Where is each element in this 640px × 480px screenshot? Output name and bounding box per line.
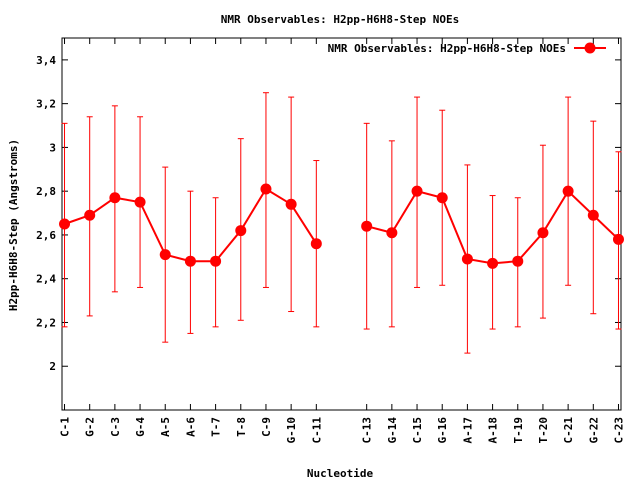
x-axis: C-1 G-2 C-3 G-4 A-5 A-6 T-7 T-8 C-9 G-10 C-11 C-13 G… <box>59 38 625 444</box>
data-point <box>235 225 247 237</box>
y-tick-label: 2,2 <box>36 316 56 329</box>
data-point <box>361 220 373 232</box>
y-tick-label: 3,4 <box>36 54 56 67</box>
x-tick-label: C-9 <box>260 417 273 437</box>
legend-marker <box>584 42 596 54</box>
x-tick-label: T-7 <box>210 417 223 437</box>
data-point <box>84 209 96 221</box>
data-point <box>134 196 146 208</box>
x-tick-label: G-14 <box>386 417 399 444</box>
data-point <box>436 192 448 204</box>
x-tick-label: C-3 <box>109 417 122 437</box>
x-tick-label: T-20 <box>537 417 550 444</box>
data-point <box>587 209 599 221</box>
x-tick-label: C-1 <box>59 417 72 437</box>
data-point <box>184 255 196 267</box>
y-tick-label: 2,8 <box>36 185 56 198</box>
data-point <box>487 257 499 269</box>
data-point <box>411 185 423 197</box>
x-tick-label: C-13 <box>361 417 374 444</box>
data-point <box>285 198 297 210</box>
data-point <box>210 255 222 267</box>
data-point <box>386 227 398 239</box>
x-tick-label: T-19 <box>512 417 525 444</box>
data-point <box>612 233 624 245</box>
x-tick-label: C-21 <box>562 417 575 444</box>
data-point <box>562 185 574 197</box>
x-tick-label: C-15 <box>411 417 424 444</box>
data-point <box>159 249 171 261</box>
data-point <box>512 255 524 267</box>
y-tick-label: 3,2 <box>36 98 56 111</box>
data-point <box>109 192 121 204</box>
x-tick-label: A-6 <box>184 417 197 437</box>
data-point <box>461 253 473 265</box>
data-point <box>59 218 71 230</box>
data-point <box>260 183 272 195</box>
data-point <box>310 238 322 250</box>
x-tick-label: G-22 <box>587 417 600 444</box>
x-tick-label: G-10 <box>285 417 298 444</box>
x-tick-label: C-23 <box>612 417 625 444</box>
legend-label: NMR Observables: H2pp-H6H8-Step NOEs <box>328 42 566 55</box>
y-tick-label: 2,6 <box>36 229 56 242</box>
x-tick-label: C-11 <box>310 417 323 444</box>
series-lines <box>64 187 620 265</box>
x-tick-label: A-5 <box>159 417 172 437</box>
y-axis: 2 2,2 2,4 2,6 2,8 3 3,2 3,4 <box>36 54 621 373</box>
plot-frame <box>61 37 622 411</box>
y-axis-label: H2pp-H6H8-Step (Angstroms) <box>7 139 20 311</box>
data-point <box>537 227 549 239</box>
y-tick-label: 2 <box>49 360 56 373</box>
x-tick-label: G-16 <box>436 417 449 444</box>
x-axis-label: Nucleotide <box>307 467 374 480</box>
chart-title: NMR Observables: H2pp-H6H8-Step NOEs <box>221 13 459 26</box>
series-points <box>59 183 624 269</box>
y-tick-label: 2,4 <box>36 273 56 286</box>
legend: NMR Observables: H2pp-H6H8-Step NOEs <box>328 42 606 55</box>
x-tick-label: G-2 <box>84 417 97 437</box>
x-tick-label: T-8 <box>235 417 248 437</box>
y-tick-label: 3 <box>49 141 56 154</box>
x-tick-label: A-18 <box>487 417 500 444</box>
x-tick-label: G-4 <box>134 417 147 437</box>
error-bars <box>61 92 622 354</box>
x-tick-label: A-17 <box>461 417 474 444</box>
